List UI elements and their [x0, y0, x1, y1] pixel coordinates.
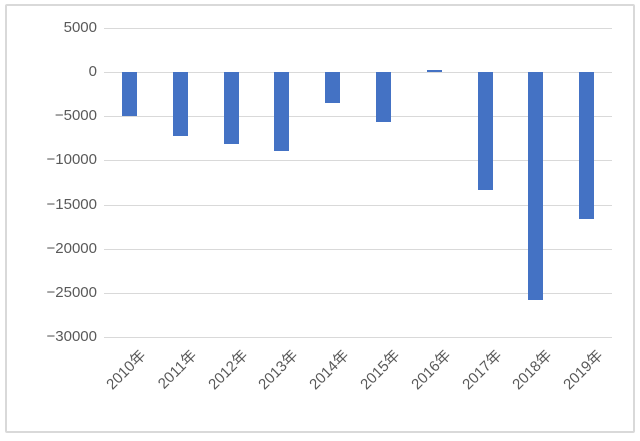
x-tick-label: 2012年 — [204, 347, 252, 394]
y-tick-label: −5000 — [54, 107, 97, 124]
bar-2016年 — [427, 70, 442, 72]
bar-2015年 — [376, 72, 391, 122]
bar-2011年 — [173, 72, 188, 136]
gridline-0 — [104, 72, 612, 73]
gridline-−10000 — [104, 160, 612, 161]
y-tick-label: −10000 — [46, 151, 97, 168]
y-tick-label: 5000 — [63, 19, 97, 36]
gridline-−30000 — [104, 337, 612, 338]
gridline-−20000 — [104, 249, 612, 250]
chart-frame: 5000 0 −5000 −10000 −15000 −20000 −25000 −30000… — [5, 4, 635, 433]
bar-2010年 — [122, 72, 137, 116]
bars-layer — [7, 6, 633, 431]
gridline-−25000 — [104, 293, 612, 294]
bar-2012年 — [224, 72, 239, 144]
x-tick-label: 2017年 — [458, 347, 506, 394]
x-tick-label: 2019年 — [560, 347, 607, 394]
y-tick-label: −30000 — [46, 328, 97, 345]
x-tick-label: 2013年 — [255, 347, 302, 394]
y-tick-label: −15000 — [46, 196, 97, 213]
gridline-5000 — [104, 28, 612, 29]
gridline-−15000 — [104, 205, 612, 206]
y-tick-label: −25000 — [46, 284, 97, 301]
x-tick-label: 2015年 — [357, 347, 404, 394]
gridlines-layer — [7, 6, 633, 431]
bar-2018年 — [528, 72, 543, 300]
bar-2017年 — [478, 72, 493, 190]
x-tick-label: 2018年 — [509, 347, 556, 394]
y-axis-labels: 5000 0 −5000 −10000 −15000 −20000 −25000 −30000 — [7, 6, 633, 431]
y-tick-label: 0 — [88, 63, 97, 80]
x-tick-label: 2010年 — [103, 347, 150, 394]
x-tick-label: 2016年 — [407, 347, 455, 394]
bar-2013年 — [274, 72, 289, 151]
bar-2019年 — [579, 72, 594, 219]
x-tick-label: 2011年 — [154, 347, 201, 393]
x-tick-label: 2014年 — [306, 347, 353, 394]
y-tick-label: −20000 — [46, 240, 97, 257]
bar-2014年 — [325, 72, 340, 103]
x-axis-labels: 2010年 2011年 2012年 2013年 2014年 2015年 2016年 2017年… — [7, 6, 633, 431]
gridline-−5000 — [104, 116, 612, 117]
